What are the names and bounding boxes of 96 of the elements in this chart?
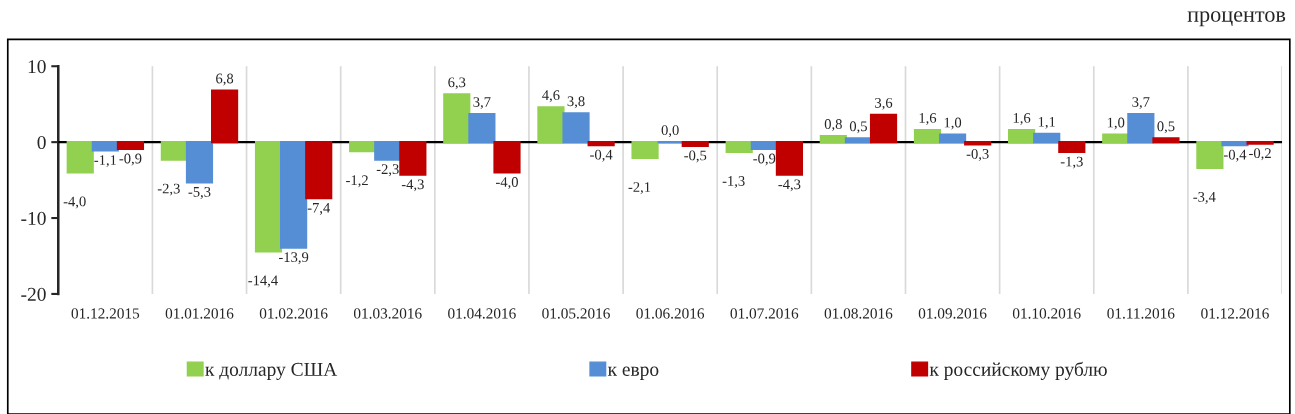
bar [964, 141, 992, 146]
bar [775, 141, 803, 176]
data-label: -0,5 [684, 150, 707, 163]
bar [468, 113, 496, 144]
data-label: 3,7 [473, 97, 491, 110]
legend-label: к российскому рублю [929, 361, 1107, 380]
bar [869, 113, 898, 144]
data-label: 0,8 [824, 119, 842, 132]
x-tick-label: 01.09.2016 [918, 308, 987, 319]
data-label: -1,2 [346, 175, 368, 188]
bar [938, 133, 967, 144]
bar [681, 141, 709, 147]
y-tick-label: 10 [28, 60, 46, 74]
data-label: -0,4 [1223, 149, 1247, 162]
bar [1058, 141, 1086, 154]
data-label: 4,6 [542, 90, 560, 103]
bar [91, 141, 119, 152]
legend-label: к доллару США [205, 362, 338, 380]
bar [819, 135, 847, 144]
data-label: 1,6 [919, 113, 937, 125]
data-label: -5,3 [188, 187, 211, 199]
data-label: -0,3 [966, 149, 989, 161]
data-label: -4,3 [401, 179, 424, 192]
bar [844, 137, 873, 144]
bar [280, 141, 308, 249]
data-label: -0,4 [590, 149, 613, 162]
text: процентов [1187, 11, 1286, 27]
data-label: -14,4 [248, 275, 278, 288]
bar [399, 141, 427, 176]
bar [210, 89, 239, 144]
bar [1008, 128, 1036, 144]
data-label: 1,1 [1038, 116, 1055, 129]
x-tick-label: 01.02.2016 [259, 308, 328, 319]
x-tick-label: 01.12.2016 [1201, 308, 1269, 319]
x-tick-label: 01.06.2016 [636, 308, 705, 319]
data-label: 3,7 [1132, 97, 1150, 110]
data-label: 1,6 [1013, 113, 1031, 125]
bar [1196, 141, 1224, 169]
data-label: -0,9 [753, 153, 776, 166]
data-label: -3,4 [1193, 192, 1216, 204]
bar [725, 141, 753, 154]
x-tick-label: 01.11.2016 [1107, 308, 1175, 319]
x-tick-label: 01.12.2015 [71, 308, 140, 319]
data-label: -0,9 [119, 153, 142, 166]
data-label: -2,1 [628, 182, 651, 195]
bar [587, 141, 615, 147]
data-label: -4,3 [778, 179, 801, 192]
x-tick-label: 01.01.2016 [165, 308, 234, 319]
data-label: 6,8 [216, 73, 234, 86]
data-label: -4,0 [63, 196, 86, 209]
bar [443, 93, 471, 144]
bar [562, 112, 590, 144]
bar [116, 141, 145, 151]
data-label: -2,3 [157, 183, 180, 196]
x-tick-label: 01.04.2016 [448, 308, 516, 319]
data-label: -1,3 [1060, 156, 1083, 169]
bar [185, 141, 214, 184]
bar [1221, 141, 1249, 147]
data-label: -1,3 [722, 176, 745, 188]
bar [66, 141, 94, 174]
y-tick-label: -10 [21, 211, 46, 225]
data-label: -4,0 [495, 177, 518, 190]
bar [254, 141, 283, 253]
bar [349, 141, 377, 153]
data-label: 3,6 [875, 97, 893, 110]
data-label: -2,3 [376, 164, 399, 177]
data-label: -7,4 [307, 202, 331, 215]
bar [305, 141, 333, 200]
x-tick-label: 01.07.2016 [730, 308, 799, 319]
bar [1152, 137, 1180, 144]
data-label: 1,0 [1107, 117, 1125, 130]
x-tick-label: 01.10.2016 [1012, 308, 1081, 319]
legend-label: к евро [607, 366, 659, 380]
x-tick-label: 01.03.2016 [353, 308, 422, 319]
bar [631, 141, 659, 160]
data-label: -13,9 [278, 252, 309, 265]
x-tick-label: 01.08.2016 [824, 308, 893, 319]
x-tick-label: 01.05.2016 [542, 308, 610, 319]
data-label: -0,2 [1249, 148, 1271, 161]
bar [913, 128, 942, 144]
bar [1033, 132, 1061, 144]
data-label: 6,3 [448, 77, 466, 90]
bar [537, 106, 565, 144]
data-label: 3,8 [567, 96, 585, 109]
data-label: -1,1 [94, 155, 117, 168]
y-tick-label: -20 [21, 287, 46, 301]
data-label: 0,0 [661, 125, 679, 138]
bar [493, 141, 521, 174]
data-label: 0,5 [1157, 121, 1175, 134]
bar [374, 141, 402, 161]
bar [160, 141, 188, 161]
data-label: 1,0 [944, 117, 962, 130]
data-label: 0,5 [849, 121, 867, 134]
bar [1127, 113, 1155, 144]
bar [750, 141, 778, 151]
y-tick-label: 0 [37, 135, 46, 150]
